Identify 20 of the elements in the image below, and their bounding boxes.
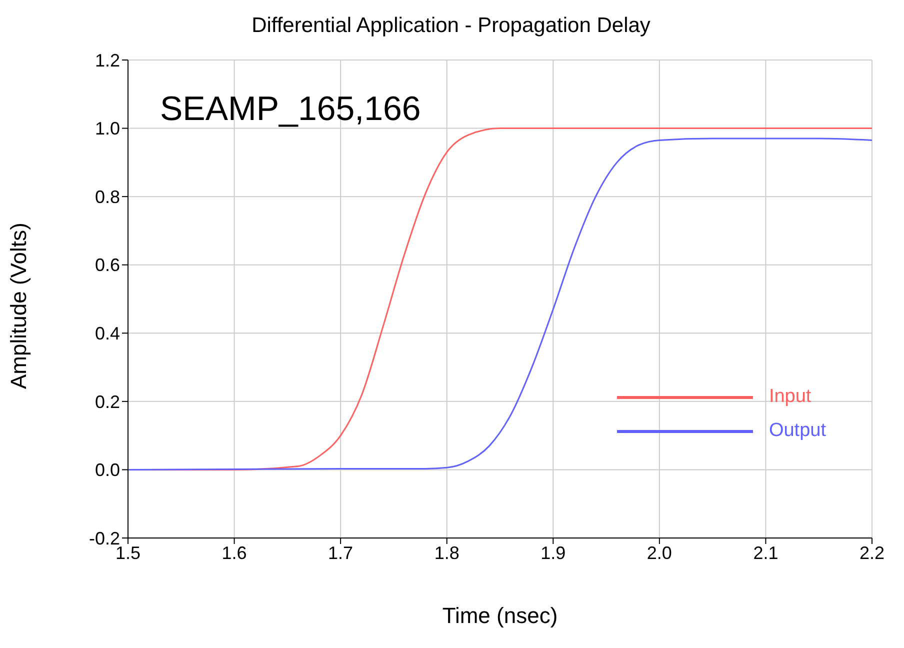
y-tick-label: 0.0 <box>94 460 120 480</box>
y-axis-title: Amplitude (Volts) <box>6 222 31 389</box>
y-tick-label: 0.2 <box>94 392 120 412</box>
text: Input <box>768 386 812 408</box>
annotation: SEAMP_165,166 <box>160 90 421 129</box>
x-axis-title: Time (nsec) <box>442 603 558 628</box>
y-tick-label: 0.8 <box>94 186 120 207</box>
x-tick-label: 2.2 <box>859 542 885 563</box>
x-tick-label: 1.8 <box>434 542 460 563</box>
y-tick-label: 1.2 <box>94 50 120 70</box>
y-tick-label: 0.6 <box>94 255 120 276</box>
x-tick-label: 1.7 <box>328 542 354 563</box>
chart-title: Differential Application - Propagation Delay <box>250 14 652 38</box>
x-tick-label: 2.0 <box>646 542 672 563</box>
x-tick-label: 2.1 <box>753 542 778 563</box>
y-tick-label: 0.4 <box>94 324 120 344</box>
x-tick-label: 1.9 <box>540 542 566 563</box>
x-tick-label: 1.6 <box>222 542 247 563</box>
text: Output <box>768 420 826 442</box>
y-tick-label: 1.0 <box>94 118 120 139</box>
